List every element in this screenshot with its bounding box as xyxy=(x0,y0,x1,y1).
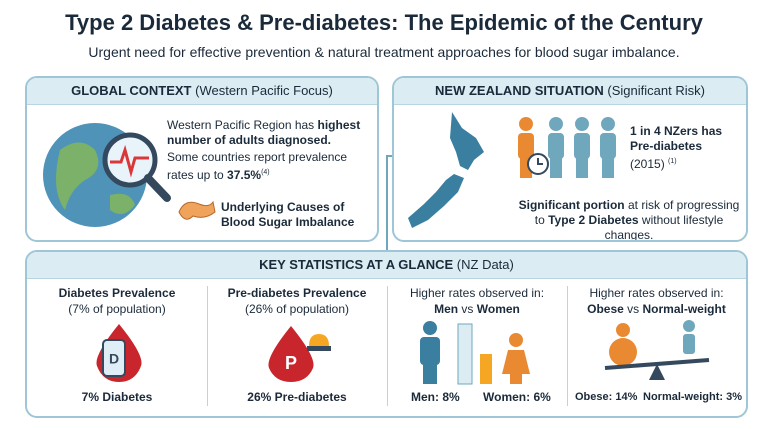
drop-icon: D xyxy=(96,324,142,382)
group: Normal-weight xyxy=(642,302,726,316)
text: Some countries report prevalence rates u… xyxy=(167,150,348,182)
col-caption: 26% Pre-diabetes xyxy=(247,390,347,404)
divider xyxy=(207,286,208,406)
caption-b: Women: 6% xyxy=(483,390,551,404)
vs: vs xyxy=(623,302,643,316)
nz-risk: Significant portion at risk of progressi… xyxy=(514,198,744,242)
icon-letter: D xyxy=(109,351,119,367)
col-note: (26% of population) xyxy=(244,302,350,316)
text: Western Pacific Region has xyxy=(167,118,318,132)
heading: GLOBAL CONTEXT xyxy=(71,83,192,98)
nz-stat: 1 in 4 NZers has Pre-diabetes xyxy=(630,124,723,153)
heading: NEW ZEALAND SITUATION xyxy=(435,83,604,98)
group: Men xyxy=(434,302,459,316)
globe-icon xyxy=(43,123,171,227)
col-intro: Higher rates observed in: xyxy=(409,286,545,300)
reference: (4) xyxy=(261,169,270,176)
stats-panel: KEY STATISTICS AT A GLANCE (NZ Data) Dia… xyxy=(25,250,748,418)
global-text-1: Western Pacific Region has highest numbe… xyxy=(167,118,367,148)
reference: (1) xyxy=(668,158,677,165)
text: without lifestyle changes. xyxy=(604,213,724,242)
col-note: (7% of population) xyxy=(68,302,166,316)
stats-heading: KEY STATISTICS AT A GLANCE (NZ Data) xyxy=(27,252,746,279)
caption-a: Obese: 14% xyxy=(575,391,638,403)
vs: vs xyxy=(458,302,477,316)
global-text-2: Some countries report prevalence rates u… xyxy=(167,150,372,183)
drop-icon: P xyxy=(268,326,331,382)
seesaw-icon xyxy=(604,320,710,380)
heading-note: (Western Pacific Focus) xyxy=(195,83,333,98)
gender-icon xyxy=(420,321,530,385)
global-heading: GLOBAL CONTEXT (Western Pacific Focus) xyxy=(27,78,377,105)
text-bold: Type 2 Diabetes xyxy=(548,213,639,227)
col-groups: Obese vs Normal-weight xyxy=(567,302,746,317)
group: Women xyxy=(476,302,520,316)
text-bold: highest number of adults diagnosed. xyxy=(167,118,361,147)
col-title: Pre-diabetes Prevalence xyxy=(227,286,367,300)
text-bold: 37.5% xyxy=(227,168,262,182)
heading-note: (NZ Data) xyxy=(456,257,514,272)
people-icon xyxy=(518,117,616,178)
year: (2015) xyxy=(630,157,665,171)
caption-b: Normal-weight: 3% xyxy=(643,391,743,403)
col-intro: Higher rates observed in: xyxy=(589,286,724,300)
caption-a: Men: 8% xyxy=(411,390,460,404)
causes: Underlying Causes of Blood Sugar Imbalan… xyxy=(221,200,355,229)
global-panel: GLOBAL CONTEXT (Western Pacific Focus) W… xyxy=(25,76,379,242)
nz-map xyxy=(408,112,484,228)
divider xyxy=(387,286,388,406)
heading: KEY STATISTICS AT A GLANCE xyxy=(259,257,454,272)
pancreas-icon xyxy=(178,200,216,220)
heading-note: (Significant Risk) xyxy=(607,83,705,98)
text: at risk of progressing to xyxy=(534,198,740,227)
col-caption: 7% Diabetes xyxy=(81,390,153,404)
col-title: Diabetes Prevalence xyxy=(58,286,176,300)
group: Obese xyxy=(587,302,624,316)
nz-panel: NEW ZEALAND SITUATION (Significant Risk)… xyxy=(392,76,748,242)
nz-heading: NEW ZEALAND SITUATION (Significant Risk) xyxy=(394,78,746,105)
subtitle: Urgent need for effective prevention & n… xyxy=(88,44,680,60)
divider xyxy=(567,286,568,406)
icon-letter: P xyxy=(285,353,297,373)
col-groups: Men vs Women xyxy=(387,302,567,317)
title: Type 2 Diabetes & Pre-diabetes: The Epid… xyxy=(65,10,703,35)
nz-year: (2015) (1) xyxy=(630,154,677,172)
text-bold: Significant portion xyxy=(518,198,625,212)
